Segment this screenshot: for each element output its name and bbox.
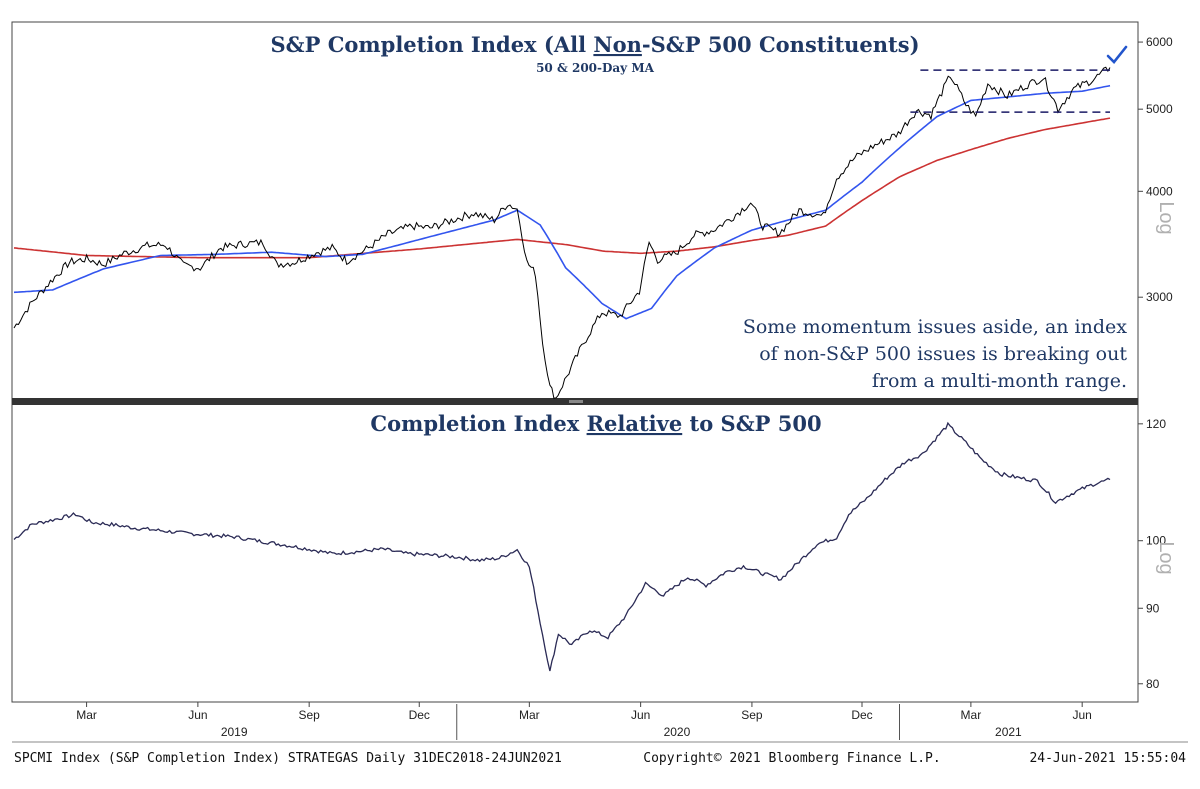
ma50-line <box>13 84 1111 320</box>
year-label-2: 2021 <box>995 725 1022 739</box>
x-tick-label-1: Jun <box>188 708 207 722</box>
plot-frame <box>11 21 1139 703</box>
x-tick-label-8: Mar <box>961 708 982 722</box>
x-tick-label-0: Mar <box>76 708 97 722</box>
x-tick-label-4: Mar <box>519 708 540 722</box>
bottom-panel: 80 90 100 120 <box>13 417 1166 691</box>
year-label-0: 2019 <box>221 725 248 739</box>
top-chart-title: S&P Completion Index (All Non-S&P 500 Co… <box>270 32 919 57</box>
x-tick-label-7: Dec <box>851 708 872 722</box>
x-tick-label-6: Sep <box>741 708 763 722</box>
year-label-1: 2020 <box>664 725 691 739</box>
x-tick-label-9: Jun <box>1072 708 1091 722</box>
top-y-tick-label-2: 5000 <box>1146 102 1173 116</box>
top-y-tick-label-0: 3000 <box>1146 290 1173 304</box>
price-line <box>13 66 1111 399</box>
footer-timestamp: 24-Jun-2021 15:55:04 <box>1029 751 1186 766</box>
annotation-line-1: Some momentum issues aside, an index <box>743 316 1127 338</box>
relative-line <box>13 421 1111 672</box>
bottom-chart-title: Completion Index Relative to S&P 500 <box>370 411 821 436</box>
check-mark-icon <box>1106 45 1128 64</box>
bottom-y-tick-label-0: 80 <box>1146 677 1160 691</box>
top-log-scale-label: Log <box>1155 201 1177 234</box>
top-y-tick-label-1: 4000 <box>1146 184 1173 198</box>
bottom-y-tick-label-1: 90 <box>1146 601 1160 615</box>
top-panel: 3000 4000 5000 6000 <box>13 35 1173 399</box>
x-tick-label-2: Sep <box>298 708 320 722</box>
top-y-tick-label-3: 6000 <box>1146 35 1173 49</box>
footer-left-text: SPCMI Index (S&P Completion Index) STRAT… <box>14 751 562 766</box>
bottom-y-tick-label-2: 100 <box>1146 534 1166 548</box>
x-axis: Mar Jun Sep Dec Mar Jun Sep Dec Mar Jun 2019 2020 20… <box>12 701 1138 740</box>
x-tick-label-3: Dec <box>409 708 430 722</box>
ma200-line <box>13 117 1111 259</box>
bottom-log-scale-label: Log <box>1155 541 1177 574</box>
annotation-line-2: of non-S&P 500 issues is breaking out <box>759 343 1127 365</box>
divider-grip[interactable] <box>569 400 583 403</box>
footer-copyright: Copyright© 2021 Bloomberg Finance L.P. <box>643 751 940 766</box>
x-tick-label-5: Jun <box>631 708 650 722</box>
annotation-line-3: from a multi-month range. <box>872 370 1127 392</box>
top-chart-subtitle: 50 & 200-Day MA <box>536 61 655 75</box>
bottom-y-tick-label-3: 120 <box>1146 417 1166 431</box>
